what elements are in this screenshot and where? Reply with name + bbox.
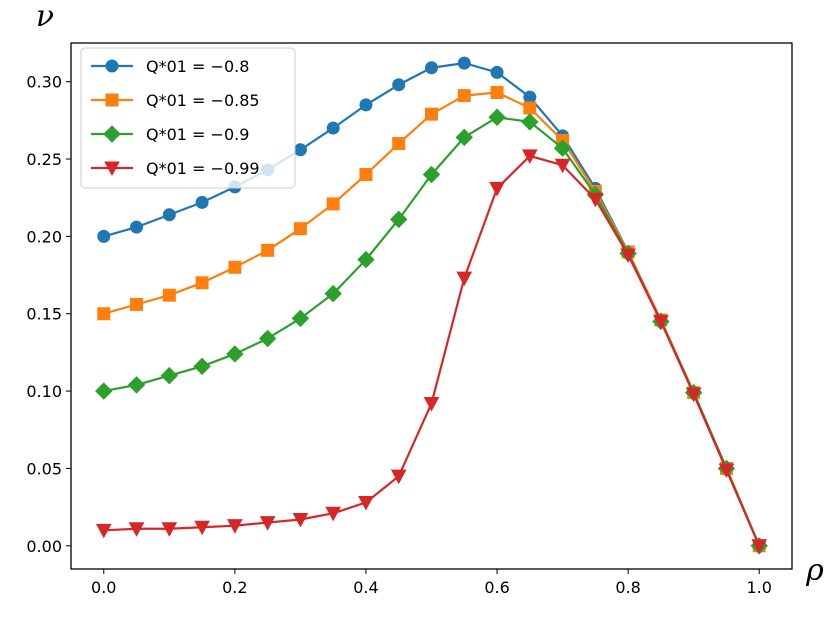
data-point: [130, 220, 144, 234]
data-point: [455, 128, 473, 147]
data-point: [259, 516, 276, 531]
data-point: [718, 463, 735, 479]
legend-item: Q*01 = −0.8: [91, 57, 249, 76]
legend-marker: [104, 161, 120, 177]
data-point: [95, 382, 113, 400]
data-point: [162, 208, 176, 222]
y-tick-label: 0.05: [26, 459, 62, 478]
data-point: [359, 98, 373, 112]
data-point: [489, 181, 505, 197]
legend-box: [80, 47, 296, 189]
data-point: [324, 284, 342, 303]
data-point: [751, 539, 768, 554]
data-point: [359, 168, 373, 181]
data-point: [521, 113, 539, 131]
data-point: [194, 520, 210, 536]
legend: Q*01 = −0.8 Q*01 = −0.85 Q*01 = −0.9 Q*01 =…: [80, 47, 296, 189]
data-point: [293, 143, 307, 157]
data-point: [292, 512, 309, 528]
legend-item: Q*01 = −0.85: [91, 91, 260, 110]
data-point: [160, 366, 179, 385]
data-point: [523, 90, 537, 104]
data-point: [392, 137, 406, 151]
x-tick-label: 0.4: [353, 578, 378, 597]
data-point: [128, 522, 145, 537]
legend-label: Q*01 = −0.8: [146, 57, 249, 76]
y-axis-ticks: 0.00 0.05 0.10 0.15 0.20 0.25 0.30: [26, 73, 71, 556]
legend-label: Q*01 = −0.9: [146, 125, 249, 144]
x-tick-label: 0.2: [222, 578, 247, 597]
data-point: [457, 56, 471, 70]
data-point: [326, 121, 340, 135]
x-tick-label: 0.6: [484, 578, 509, 597]
data-point: [195, 276, 209, 290]
data-point: [258, 329, 277, 348]
data-point: [620, 248, 636, 264]
y-axis-label: ν: [36, 0, 54, 34]
data-point: [587, 192, 604, 208]
data-point: [521, 149, 538, 164]
data-point: [325, 506, 342, 522]
x-tick-label: 0.8: [615, 578, 640, 597]
data-point: [162, 288, 176, 302]
legend-item: Q*01 = −0.9: [91, 125, 249, 144]
data-point: [422, 165, 441, 184]
legend-marker: [105, 59, 119, 73]
data-point: [456, 271, 473, 287]
y-tick-label: 0.30: [26, 73, 62, 92]
legend-label: Q*01 = −0.85: [146, 91, 260, 110]
data-point: [390, 210, 408, 229]
data-point: [457, 89, 471, 103]
data-point: [291, 309, 310, 328]
legend-item: Q*01 = −0.99: [91, 159, 260, 178]
y-tick-label: 0.25: [26, 150, 62, 169]
data-point: [228, 260, 242, 274]
series-layer: [95, 56, 768, 555]
data-point: [95, 523, 112, 539]
data-point: [423, 396, 440, 412]
data-point: [425, 61, 438, 75]
data-point: [490, 86, 504, 100]
y-tick-label: 0.10: [26, 382, 62, 401]
data-point: [523, 101, 537, 115]
data-point: [193, 357, 211, 376]
data-point: [554, 158, 571, 174]
data-point: [97, 229, 111, 243]
data-point: [553, 139, 572, 157]
data-point: [97, 307, 111, 321]
series-4: [95, 149, 768, 554]
series-2: [97, 86, 766, 553]
data-point: [685, 387, 702, 403]
data-point: [425, 107, 438, 121]
data-point: [127, 376, 146, 394]
data-point: [653, 314, 669, 330]
plot-area-frame: [70, 42, 793, 570]
data-point: [488, 108, 506, 126]
data-point: [195, 195, 209, 209]
data-point: [130, 297, 144, 311]
data-point: [161, 522, 178, 537]
data-point: [358, 495, 374, 511]
x-tick-label: 1.0: [747, 578, 772, 597]
x-axis-label: ρ: [805, 553, 824, 588]
data-point: [357, 250, 375, 269]
y-tick-label: 0.20: [26, 227, 62, 246]
data-point: [293, 222, 307, 236]
legend-marker: [103, 125, 121, 143]
data-point: [261, 243, 275, 257]
legend-label: Q*01 = −0.99: [146, 159, 260, 178]
data-point: [227, 519, 243, 534]
data-point: [326, 197, 340, 211]
data-point: [490, 65, 504, 79]
x-tick-label: 0.0: [91, 578, 116, 597]
y-tick-label: 0.15: [26, 305, 62, 324]
legend-marker: [105, 93, 119, 107]
data-point: [390, 469, 407, 485]
data-point: [392, 78, 406, 92]
data-point: [226, 345, 244, 363]
y-tick-label: 0.00: [26, 537, 62, 556]
x-axis-ticks: 0.0 0.2 0.4 0.6 0.8 1.0: [91, 569, 772, 597]
